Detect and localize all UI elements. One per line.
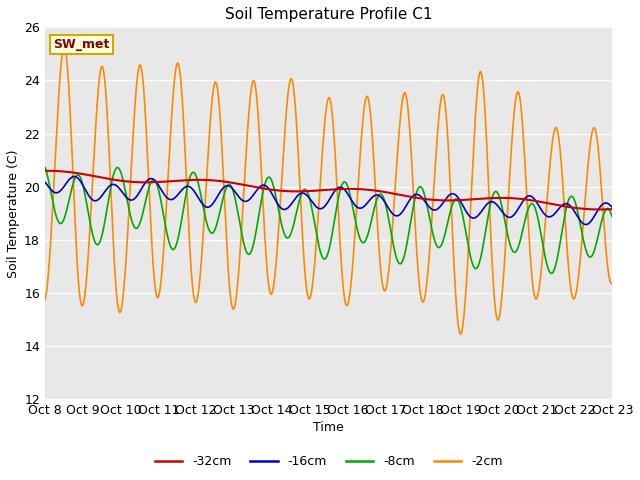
Legend: -32cm, -16cm, -8cm, -2cm: -32cm, -16cm, -8cm, -2cm (150, 450, 508, 473)
Text: SW_met: SW_met (53, 38, 109, 51)
Y-axis label: Soil Temperature (C): Soil Temperature (C) (7, 149, 20, 277)
Title: Soil Temperature Profile C1: Soil Temperature Profile C1 (225, 7, 433, 22)
X-axis label: Time: Time (313, 421, 344, 434)
